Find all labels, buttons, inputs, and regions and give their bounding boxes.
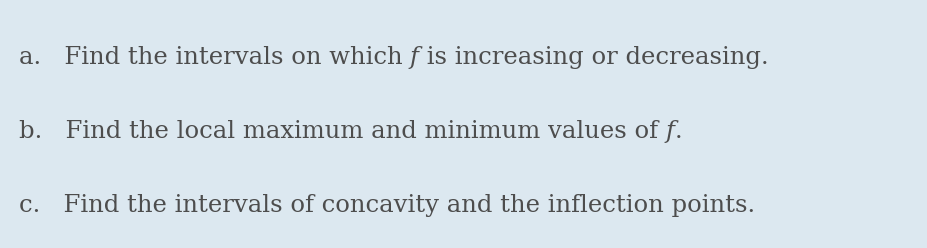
Text: is increasing or decreasing.: is increasing or decreasing. — [418, 46, 768, 68]
Text: f: f — [410, 46, 418, 68]
Text: a.   Find the intervals on which: a. Find the intervals on which — [19, 46, 410, 68]
Text: f: f — [665, 120, 674, 143]
Text: c.   Find the intervals of concavity and the inflection points.: c. Find the intervals of concavity and t… — [19, 194, 754, 217]
Text: b.   Find the local maximum and minimum values of: b. Find the local maximum and minimum va… — [19, 120, 665, 143]
Text: .: . — [674, 120, 681, 143]
